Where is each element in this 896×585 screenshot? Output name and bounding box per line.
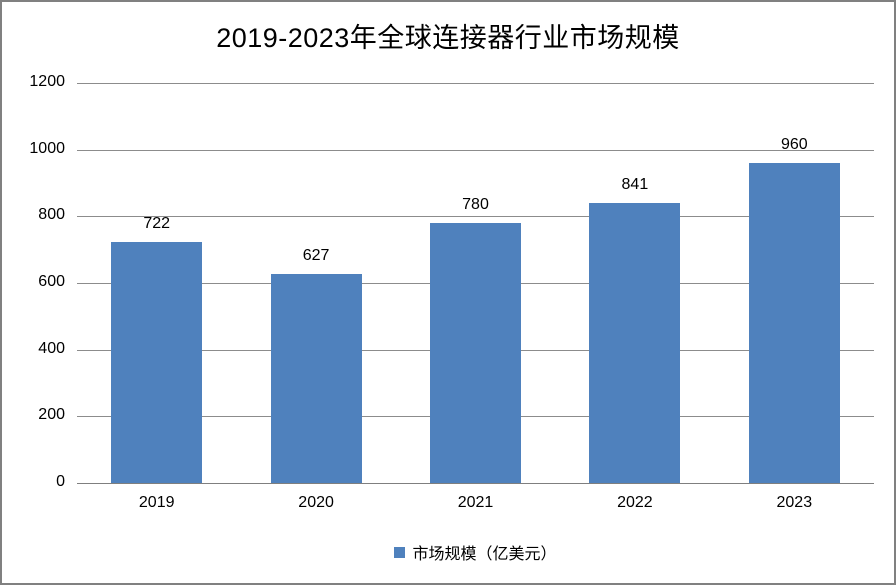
- legend-marker-icon: [394, 546, 406, 558]
- bar: [589, 202, 681, 483]
- y-tick-label: 1000: [29, 139, 65, 157]
- y-tick-label: 1200: [29, 73, 65, 90]
- x-tick-label: 2023: [776, 494, 813, 511]
- y-tick-label: 200: [38, 406, 65, 424]
- y-tick-label: 600: [38, 273, 65, 290]
- bar: [748, 163, 840, 483]
- gridline: [77, 83, 874, 84]
- bar: [111, 242, 203, 483]
- bar-value-label: 841: [621, 175, 649, 193]
- bar-value-label: 722: [143, 215, 171, 233]
- gridline: [77, 216, 874, 218]
- chart-title: 2019-2023年全球连接器行业市场规模: [216, 23, 680, 53]
- bar: [270, 274, 362, 483]
- bar-value-label: 960: [780, 136, 808, 153]
- gridline: [77, 483, 874, 484]
- x-tick-label: 2020: [298, 494, 334, 511]
- x-tick-label: 2019: [138, 494, 175, 511]
- bar-value-label: 780: [462, 196, 489, 213]
- bar: [430, 223, 521, 483]
- legend-label: 市场规模（亿美元）: [412, 546, 557, 563]
- y-tick-label: 400: [38, 339, 65, 357]
- y-tick-label: 800: [38, 206, 65, 224]
- x-tick-label: 2022: [617, 494, 653, 511]
- gridline: [77, 149, 874, 151]
- legend: 市场规模（亿美元）: [77, 540, 874, 564]
- x-tick-label: 2021: [457, 494, 494, 511]
- y-tick-label: 0: [56, 473, 65, 490]
- bar-value-label: 627: [302, 247, 330, 264]
